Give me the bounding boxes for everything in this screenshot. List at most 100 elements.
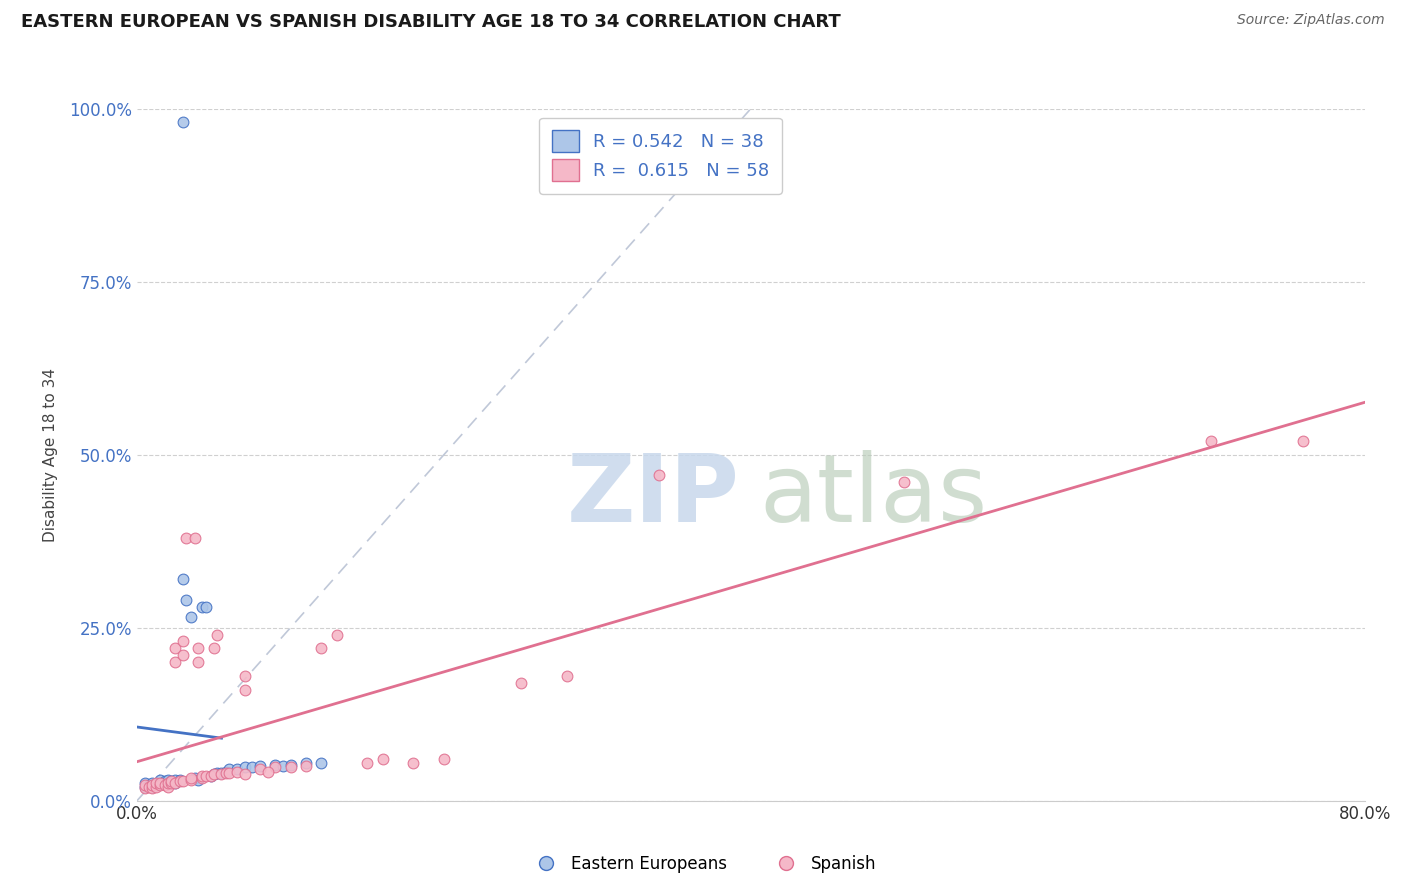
Point [555,669,578,683]
Point [187,655,209,669]
Point [233,767,256,781]
Point [280,760,302,774]
Point [225,763,247,777]
Point [356,756,378,770]
Point [160,774,183,789]
Point [149,776,172,790]
Point [240,760,263,774]
Point [156,776,179,790]
Point [145,776,167,790]
Point [174,531,197,545]
Point [156,776,179,790]
Point [180,772,202,786]
Legend: R = 0.542   N = 38, R =  0.615   N = 58: R = 0.542 N = 38, R = 0.615 N = 58 [538,118,782,194]
Point [169,772,191,787]
Point [433,752,456,766]
Point [371,752,394,766]
Point [165,776,187,790]
Point [295,756,318,770]
Point [149,776,172,790]
Point [205,766,228,780]
Point [184,772,207,786]
Point [165,772,187,787]
Point [271,759,294,773]
Point [264,757,287,772]
Point [160,774,183,789]
Point [202,767,225,781]
Point [145,778,167,792]
Point [172,115,194,129]
Point [233,760,256,774]
Point [172,648,194,663]
Text: atlas: atlas [759,450,988,542]
Point [145,780,167,794]
Point [205,627,228,641]
Point [165,655,187,669]
Point [165,641,187,656]
Point [200,769,222,783]
Point [195,599,218,614]
Point [1201,434,1223,448]
Point [195,769,218,783]
Point [165,776,187,790]
Point [156,780,179,794]
Point [309,756,332,770]
Point [156,772,179,787]
Point [190,599,212,614]
Point [169,774,191,789]
Point [187,641,209,656]
Point [174,593,197,607]
Point [187,772,209,787]
Point [256,764,278,779]
Point [309,641,332,656]
Point [202,641,225,656]
Point [138,778,160,792]
Point [218,763,240,777]
Point [325,627,347,641]
Point [190,769,212,783]
Point [402,756,425,770]
Point [153,778,176,792]
Point [141,781,163,796]
Point [141,780,163,794]
Point [149,772,172,787]
Point [184,531,207,545]
Point [249,763,271,777]
Point [141,778,163,792]
Point [233,669,256,683]
Text: EASTERN EUROPEAN VS SPANISH DISABILITY AGE 18 TO 34 CORRELATION CHART: EASTERN EUROPEAN VS SPANISH DISABILITY A… [21,13,841,31]
Point [134,778,156,792]
Text: Source: ZipAtlas.com: Source: ZipAtlas.com [1237,13,1385,28]
Y-axis label: Disability Age 18 to 34: Disability Age 18 to 34 [44,368,58,541]
Point [648,468,671,483]
Point [1292,434,1315,448]
Point [180,610,202,624]
Point [172,774,194,789]
Point [134,781,156,796]
Point [153,774,176,789]
Text: ZIP: ZIP [567,450,740,542]
Point [233,682,256,697]
Point [215,766,238,780]
Legend: Eastern Europeans, Spanish: Eastern Europeans, Spanish [523,848,883,880]
Point [225,764,247,779]
Point [509,676,531,690]
Point [138,780,160,794]
Point [211,767,233,781]
Point [141,776,163,790]
Point [249,759,271,773]
Point [280,757,302,772]
Point [134,776,156,790]
Point [200,769,222,783]
Point [149,778,172,792]
Point [215,764,238,779]
Point [202,767,225,781]
Point [211,766,233,780]
Point [893,475,915,490]
Point [160,776,183,790]
Point [172,634,194,648]
Point [180,772,202,787]
Point [295,759,318,773]
Point [134,780,156,794]
Point [218,766,240,780]
